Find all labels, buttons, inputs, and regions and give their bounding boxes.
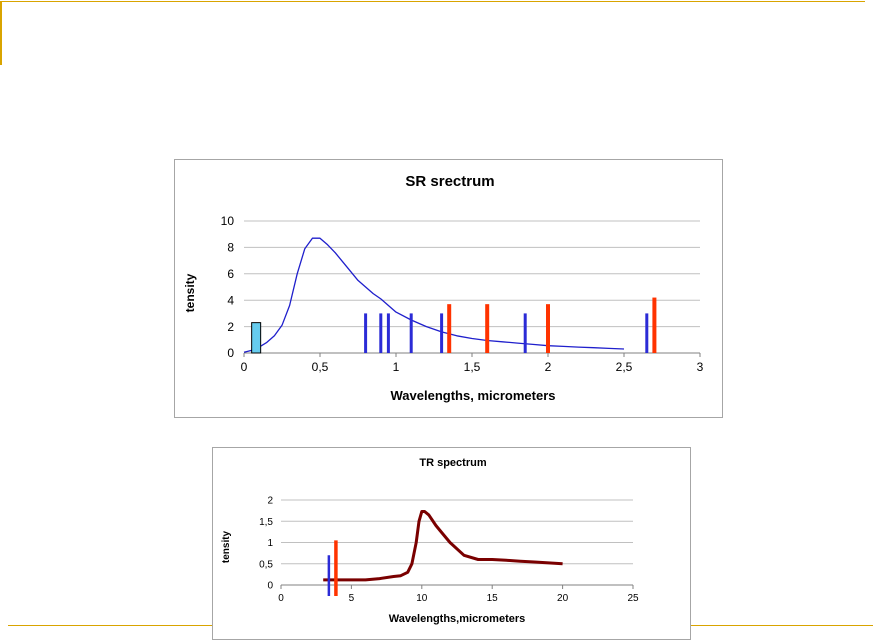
- bar-blue: [386, 313, 390, 353]
- x-axis-label: Wavelengths,micrometers: [389, 613, 526, 625]
- series-line: [323, 510, 563, 582]
- bar-blue: [327, 555, 331, 596]
- bar-blue: [645, 313, 649, 353]
- y-axis-label: tensity: [183, 273, 197, 312]
- x-tick-label: 0: [241, 360, 248, 374]
- top-accent-line: [0, 1, 865, 2]
- x-tick-label: 0,5: [312, 360, 329, 374]
- sr-spectrum-chart: SR srectrum Wavelengths, micrometers ten…: [174, 159, 723, 418]
- series-line: [243, 237, 625, 353]
- chart-title: SR srectrum: [405, 173, 494, 190]
- bar-blue: [409, 313, 413, 353]
- x-tick-label: 1: [393, 360, 400, 374]
- chart-title: TR spectrum: [419, 457, 486, 469]
- bar-blue: [440, 313, 444, 353]
- x-tick-label: 1,5: [464, 360, 481, 374]
- tr-chart-svg: TR spectrum Wavelengths,micrometers tens…: [221, 457, 639, 625]
- y-tick-label: 1,5: [259, 517, 273, 528]
- y-tick-label: 8: [227, 241, 234, 255]
- tr-plot-area: 00,511,520 5 10 15 20 25: [259, 496, 639, 605]
- bar-blue: [523, 313, 527, 353]
- y-tick-label: 10: [221, 214, 235, 228]
- y-tick-label: 1: [267, 538, 273, 549]
- bar-red: [447, 304, 452, 353]
- bar-blue: [379, 313, 383, 353]
- y-tick-label: 0: [227, 346, 234, 360]
- bar-red: [485, 304, 490, 353]
- bar-blue: [364, 313, 368, 353]
- x-tick-label: 15: [487, 593, 499, 604]
- x-tick-label: 20: [557, 593, 569, 604]
- tr-spectrum-chart: TR spectrum Wavelengths,micrometers tens…: [212, 447, 691, 640]
- x-tick-label: 2,5: [616, 360, 633, 374]
- y-tick-label: 6: [227, 267, 234, 281]
- bar-cyan: [251, 322, 262, 354]
- y-tick-label: 4: [227, 293, 234, 307]
- sr-chart-svg: SR srectrum Wavelengths, micrometers ten…: [183, 173, 704, 403]
- y-axis-label-clip: tensity: [221, 530, 232, 563]
- y-tick-label: 0: [267, 581, 273, 592]
- sr-plot-area: 0 2 4 6 8 10 0 0,5 1 1,5 2 2,5 3: [221, 214, 704, 374]
- left-accent-bar: [0, 1, 2, 65]
- bar-red: [334, 540, 338, 596]
- x-tick-label: 0: [278, 593, 284, 604]
- y-tick-label: 0,5: [259, 559, 273, 570]
- x-tick-label: 5: [349, 593, 355, 604]
- y-axis-label-clip: tensity: [183, 273, 197, 312]
- y-tick-label: 2: [227, 320, 234, 334]
- x-tick-label: 25: [627, 593, 639, 604]
- bar-red: [652, 297, 657, 353]
- x-tick-label: 3: [697, 360, 704, 374]
- x-tick-label: 2: [545, 360, 552, 374]
- x-tick-label: 10: [416, 593, 428, 604]
- bar-red: [546, 304, 550, 353]
- y-tick-label: 2: [267, 496, 273, 507]
- x-axis-label: Wavelengths, micrometers: [391, 388, 556, 403]
- y-axis-label: tensity: [221, 530, 232, 563]
